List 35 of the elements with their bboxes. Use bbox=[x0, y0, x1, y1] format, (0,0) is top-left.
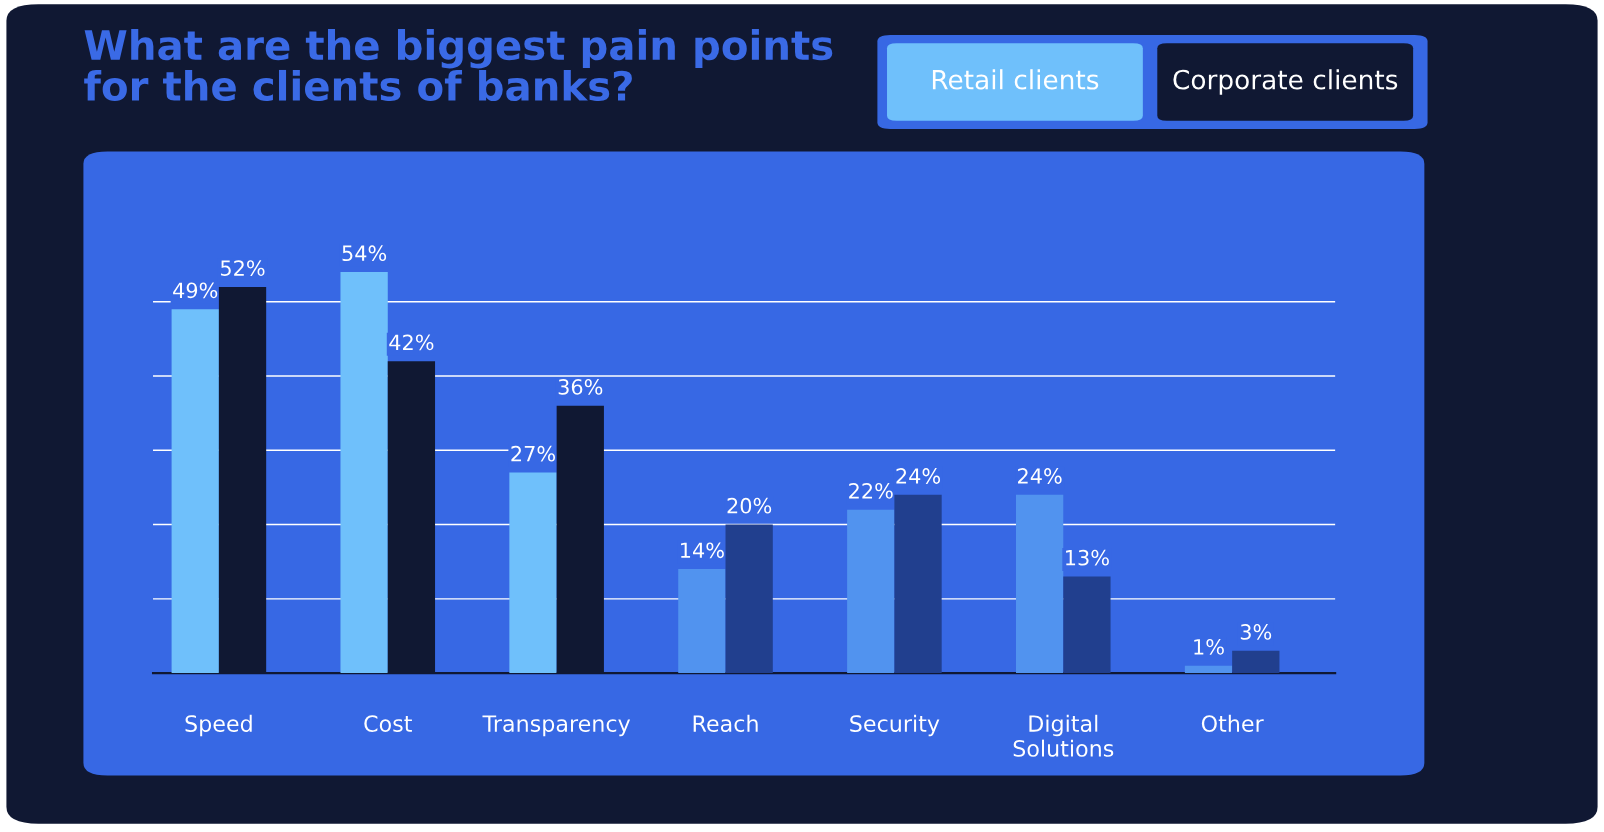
data-label: 20% bbox=[727, 497, 772, 514]
data-label: 14% bbox=[681, 542, 724, 559]
data-label: 36% bbox=[558, 379, 603, 395]
bar bbox=[1015, 494, 1064, 674]
data-label: 27% bbox=[511, 445, 555, 462]
x-tick-label: Security bbox=[850, 714, 940, 737]
bar bbox=[1063, 576, 1111, 674]
x-tick-label: Speed bbox=[185, 714, 252, 737]
data-label: 1% bbox=[1194, 638, 1224, 655]
data-label: 54% bbox=[342, 245, 387, 262]
bar bbox=[847, 509, 895, 674]
x-tick-label: Digital Solutions bbox=[1013, 714, 1114, 757]
bar bbox=[340, 272, 388, 674]
bar bbox=[725, 524, 773, 674]
x-tick-label: Other bbox=[1201, 714, 1264, 732]
data-label: 24% bbox=[896, 468, 941, 484]
data-label: 52% bbox=[220, 260, 265, 276]
chart-title: What are the biggest pain points for the clients of banks? bbox=[84, 29, 833, 102]
bar bbox=[171, 309, 219, 674]
x-tick-label: Cost bbox=[364, 715, 412, 732]
data-label: 22% bbox=[849, 482, 893, 499]
text: Retail clients bbox=[932, 69, 1099, 90]
bar bbox=[1232, 650, 1280, 674]
data-label: 49% bbox=[173, 282, 218, 299]
data-label: 42% bbox=[389, 334, 434, 351]
bar bbox=[678, 569, 726, 674]
data-label: 24% bbox=[1018, 468, 1062, 484]
text: Corporate clients bbox=[1173, 69, 1398, 95]
data-label: 13% bbox=[1066, 549, 1109, 566]
data-label: 3% bbox=[1240, 624, 1272, 640]
x-tick-label: Reach bbox=[693, 714, 758, 732]
bar bbox=[509, 472, 557, 674]
x-tick-label: Transparency bbox=[482, 715, 631, 737]
bar bbox=[894, 494, 942, 674]
bar bbox=[1184, 665, 1233, 674]
